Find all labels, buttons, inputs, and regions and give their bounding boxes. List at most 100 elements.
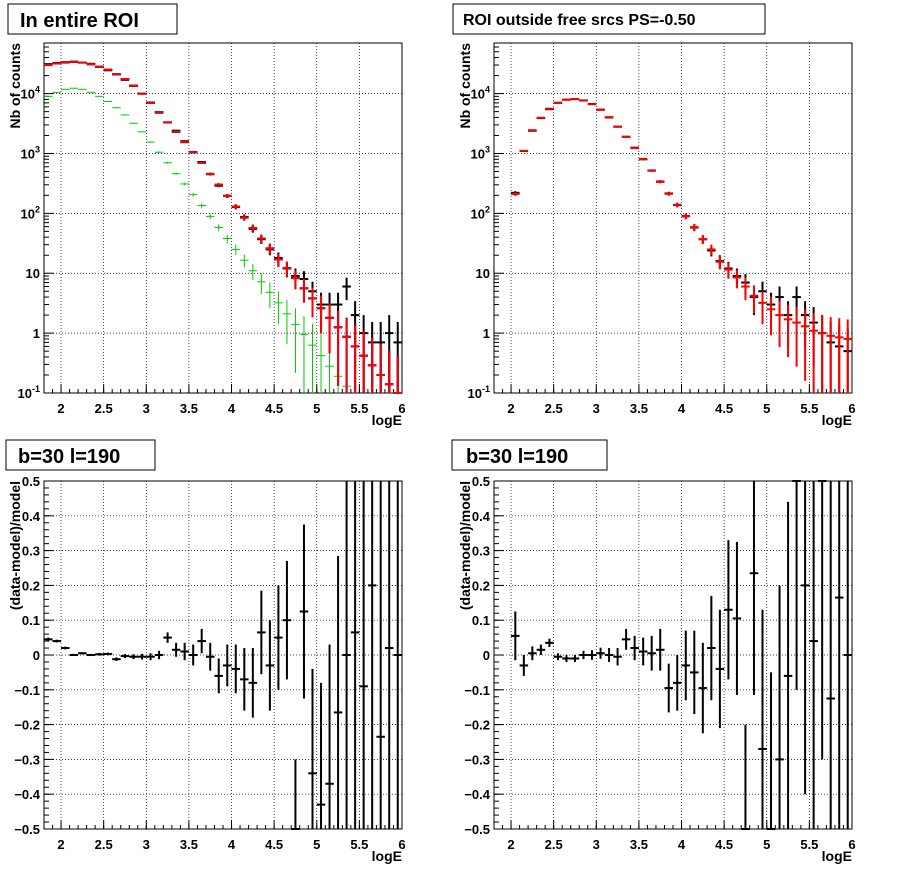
data-point: [570, 98, 580, 101]
data-point: [180, 182, 189, 186]
data-point: [707, 244, 716, 256]
y-tick-label: 104: [21, 85, 40, 102]
data-point: [163, 161, 172, 164]
y-axis-label: Nb of counts: [457, 43, 473, 129]
data-point: [197, 203, 206, 208]
data-point: [545, 107, 554, 110]
data-point: [163, 632, 172, 643]
data-point: [587, 650, 597, 660]
data-point: [775, 585, 784, 829]
y-tick-label: 103: [471, 144, 490, 161]
data-point: [698, 235, 708, 244]
series-0: [511, 480, 852, 830]
data-point: [519, 655, 529, 676]
y-tick-label: −0.5: [14, 822, 40, 837]
data-point: [214, 658, 223, 694]
x-tick-label: 3: [143, 837, 150, 852]
y-tick-label: 10-1: [468, 384, 490, 401]
data-point: [316, 295, 326, 334]
data-point: [61, 646, 70, 650]
data-point: [613, 125, 622, 128]
data-point: [562, 98, 571, 101]
data-point: [180, 642, 189, 661]
x-tick-label: 2.5: [545, 401, 563, 416]
series-4: [44, 60, 402, 394]
data-point: [342, 317, 351, 393]
data-point: [536, 644, 546, 655]
x-tick-label: 4: [228, 837, 236, 852]
data-point: [137, 92, 147, 95]
data-point: [604, 648, 614, 662]
data-point: [231, 244, 241, 256]
data-point: [673, 202, 682, 208]
data-point: [817, 480, 827, 760]
data-point: [732, 269, 742, 289]
data-point: [647, 169, 656, 172]
data-point: [350, 324, 360, 393]
y-tick-label: 104: [471, 85, 490, 102]
x-tick-label: 3.5: [180, 401, 198, 416]
data-point: [137, 131, 147, 133]
data-point: [137, 653, 147, 660]
data-point: [188, 151, 198, 154]
x-tick-label: 5.5: [800, 401, 818, 416]
x-tick-label: 5.5: [800, 837, 818, 852]
data-point: [316, 682, 326, 829]
data-point: [562, 655, 571, 662]
x-tick-label: 6: [848, 837, 855, 852]
data-point: [171, 642, 181, 657]
data-point: [257, 234, 266, 244]
data-point: [282, 261, 292, 277]
data-point: [681, 630, 691, 701]
y-tick-label: 0.4: [472, 509, 491, 524]
data-point: [78, 652, 87, 655]
data-point: [103, 100, 113, 102]
data-point: [308, 323, 317, 393]
y-tick-label: 10: [476, 266, 490, 281]
data-point: [171, 130, 181, 133]
data-point: [120, 653, 130, 659]
y-tick-label: 0.2: [472, 578, 490, 593]
x-tick-label: 4: [678, 401, 686, 416]
y-tick-label: 0: [483, 648, 490, 663]
x-axis-label: logE: [822, 412, 852, 428]
data-point: [732, 541, 742, 696]
data-point: [553, 101, 563, 104]
x-tick-label: 5: [763, 837, 770, 852]
data-point: [146, 101, 155, 104]
data-point: [528, 646, 537, 661]
y-tick-label: 0.1: [22, 613, 40, 628]
y-tick-label: 10: [26, 266, 40, 281]
y-tick-label: 0: [33, 648, 40, 663]
data-point: [265, 243, 275, 255]
y-tick-label: −0.2: [14, 718, 40, 733]
y-tick-label: 0.1: [472, 613, 490, 628]
y-tick-label: −0.3: [464, 752, 490, 767]
data-point: [231, 644, 241, 694]
data-point: [367, 338, 377, 393]
data-point: [154, 650, 164, 660]
data-point: [44, 637, 53, 642]
data-point: [325, 303, 334, 354]
data-point: [95, 652, 104, 656]
panel-title: b=30 l=190: [466, 446, 568, 468]
data-point: [120, 114, 130, 116]
data-point: [350, 481, 360, 829]
data-point: [274, 253, 283, 267]
data-point: [248, 263, 258, 281]
y-tick-label: 103: [21, 144, 40, 161]
y-axis-label: (data-model)/model: [7, 481, 23, 610]
y-tick-label: 0.5: [472, 474, 490, 489]
data-point: [519, 149, 529, 152]
data-point: [342, 277, 351, 301]
panel-title: ROI outside free srcs PS=-0.50: [463, 12, 696, 29]
data-point: [393, 355, 402, 394]
x-tick-label: 2.5: [545, 837, 563, 852]
data-point: [291, 270, 300, 290]
data-point: [112, 107, 121, 109]
data-point: [758, 291, 767, 325]
data-point: [724, 262, 733, 279]
data-point: [342, 481, 351, 829]
data-point: [570, 655, 580, 662]
data-point: [826, 481, 835, 829]
